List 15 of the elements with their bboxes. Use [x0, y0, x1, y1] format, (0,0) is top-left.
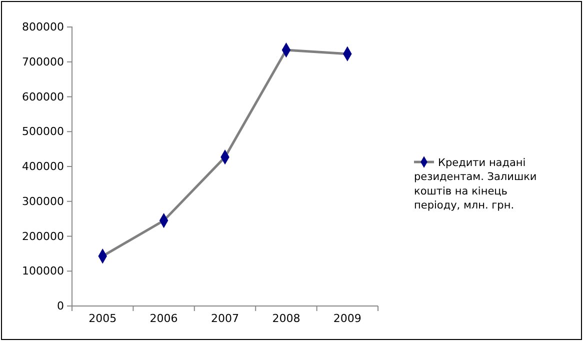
x-tick-label: 2007	[211, 312, 239, 326]
legend-label: Кредити надані резидентам. Залишки коштів на кінець періоду, млн. грн.	[414, 157, 537, 212]
x-tick-label: 2006	[150, 312, 178, 326]
x-tick-label: 2008	[272, 312, 300, 326]
y-tick-label: 400000	[22, 160, 64, 174]
y-tick-label: 200000	[22, 230, 64, 243]
y-tick-label: 0	[57, 300, 64, 313]
x-tick-label: 2009	[333, 312, 362, 326]
y-tick-label: 600000	[22, 90, 64, 104]
y-tick-label: 700000	[22, 55, 64, 68]
y-tick-label: 800000	[22, 20, 64, 34]
y-tick-label: 300000	[22, 194, 64, 208]
x-tick-label: 2005	[88, 312, 117, 326]
y-tick-label: 500000	[22, 125, 64, 138]
y-tick-label: 100000	[22, 264, 64, 278]
